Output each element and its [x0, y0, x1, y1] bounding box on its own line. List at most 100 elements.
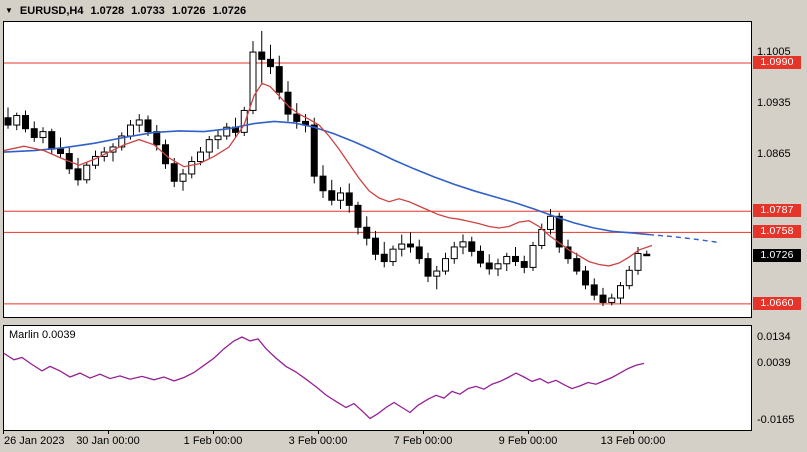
time-axis-tick	[213, 431, 214, 434]
indicator-scale-label: 0.0039	[757, 357, 791, 370]
time-axis-label: 26 Jan 2023	[4, 435, 65, 447]
candle	[39, 127, 47, 144]
candle	[319, 165, 327, 199]
candle	[205, 136, 213, 158]
candle	[83, 161, 91, 184]
candle	[214, 130, 222, 150]
candle	[345, 183, 353, 213]
axis-price-label: 1.0935	[757, 97, 791, 110]
candle	[617, 282, 624, 304]
ma-slow-blue	[4, 120, 650, 236]
indicator-scale-label: -0.0165	[757, 414, 795, 426]
symbol-dropdown-icon[interactable]: ▼	[5, 5, 13, 15]
price-chart-panel[interactable]	[3, 21, 752, 318]
candle	[372, 230, 379, 261]
candle	[267, 44, 274, 74]
candle	[354, 201, 362, 235]
candle	[328, 179, 336, 206]
price-level-badge: 1.0660	[753, 296, 801, 310]
candle	[520, 255, 528, 274]
time-axis-label: 9 Feb 00:00	[498, 435, 558, 447]
price-level-badge: 1.0990	[753, 56, 801, 69]
time-axis-tick	[528, 431, 529, 434]
candle	[240, 106, 248, 136]
time-axis-label: 7 Feb 00:00	[393, 435, 453, 447]
candle	[363, 216, 371, 246]
candle	[625, 265, 633, 290]
candle	[485, 254, 493, 275]
time-axis-tick	[3, 431, 4, 434]
price-level-badge: 1.0758	[753, 225, 801, 239]
candle	[477, 245, 484, 268]
time-axis-label: 3 Feb 00:00	[288, 435, 348, 447]
candle	[135, 114, 143, 133]
candle	[582, 265, 589, 290]
candle	[170, 157, 178, 188]
symbol-timeframe-label: EURUSD,H4	[19, 4, 84, 17]
candle	[564, 239, 572, 264]
candle	[275, 55, 283, 100]
candle	[433, 265, 441, 290]
candle	[494, 258, 502, 277]
ma-blue-projection-dashed	[648, 233, 721, 244]
indicator-panel[interactable]	[3, 325, 752, 431]
ma-fast-red	[4, 82, 653, 267]
indicator-name-label: Marlin 0.0039	[9, 329, 76, 341]
candle	[249, 41, 257, 115]
candle	[389, 245, 397, 266]
candle	[608, 293, 616, 306]
candle	[468, 236, 476, 257]
candle	[450, 241, 458, 264]
candle	[293, 103, 301, 129]
candle	[48, 128, 56, 155]
time-axis-label: 13 Feb 00:00	[600, 435, 666, 447]
time-axis-tick	[108, 431, 109, 434]
candle	[407, 232, 414, 253]
axis-price-label: 1.1005	[757, 46, 791, 59]
quote-open: 1.0728	[90, 4, 125, 17]
candle	[599, 287, 607, 307]
price-level-badge: 1.0787	[753, 204, 801, 218]
candle	[179, 168, 187, 191]
candle	[547, 209, 554, 235]
candle	[573, 252, 581, 275]
candle	[503, 252, 511, 272]
time-axis-label: 30 Jan 00:00	[76, 435, 140, 447]
time-axis-tick	[423, 431, 424, 434]
candle	[118, 132, 126, 151]
candle	[92, 150, 99, 169]
candle	[13, 112, 21, 131]
quote-close: 1.0726	[212, 4, 247, 17]
candle	[337, 187, 344, 209]
quote-high: 1.0733	[131, 4, 165, 17]
time-axis-label: 1 Feb 00:00	[183, 435, 243, 447]
marlin-line	[4, 336, 645, 420]
axis-price-label: 1.0865	[757, 148, 791, 161]
candle	[30, 121, 38, 142]
candle	[4, 107, 12, 129]
marlin-indicator-chart	[4, 336, 645, 420]
candle	[284, 81, 292, 122]
candle	[442, 252, 449, 275]
candle	[74, 157, 82, 186]
candle	[258, 30, 266, 85]
candle	[398, 234, 406, 257]
quote-bar: ▼ EURUSD,H4 1.0728 1.0733 1.0726 1.0726	[5, 3, 246, 18]
candle	[512, 246, 519, 266]
candle	[380, 241, 388, 268]
candle	[223, 122, 231, 140]
candle	[144, 115, 152, 136]
candle	[109, 143, 117, 162]
candle	[555, 212, 563, 253]
candle	[188, 156, 196, 179]
indicator-scale-label: 0.0134	[757, 331, 791, 343]
time-axis-tick	[633, 431, 634, 434]
current-price-badge: 1.0726	[753, 248, 801, 262]
candle	[643, 250, 651, 257]
candle	[459, 234, 467, 255]
candlestick-chart	[4, 30, 751, 307]
quote-low: 1.0726	[171, 4, 206, 17]
candle	[415, 239, 423, 264]
candle	[197, 146, 204, 166]
